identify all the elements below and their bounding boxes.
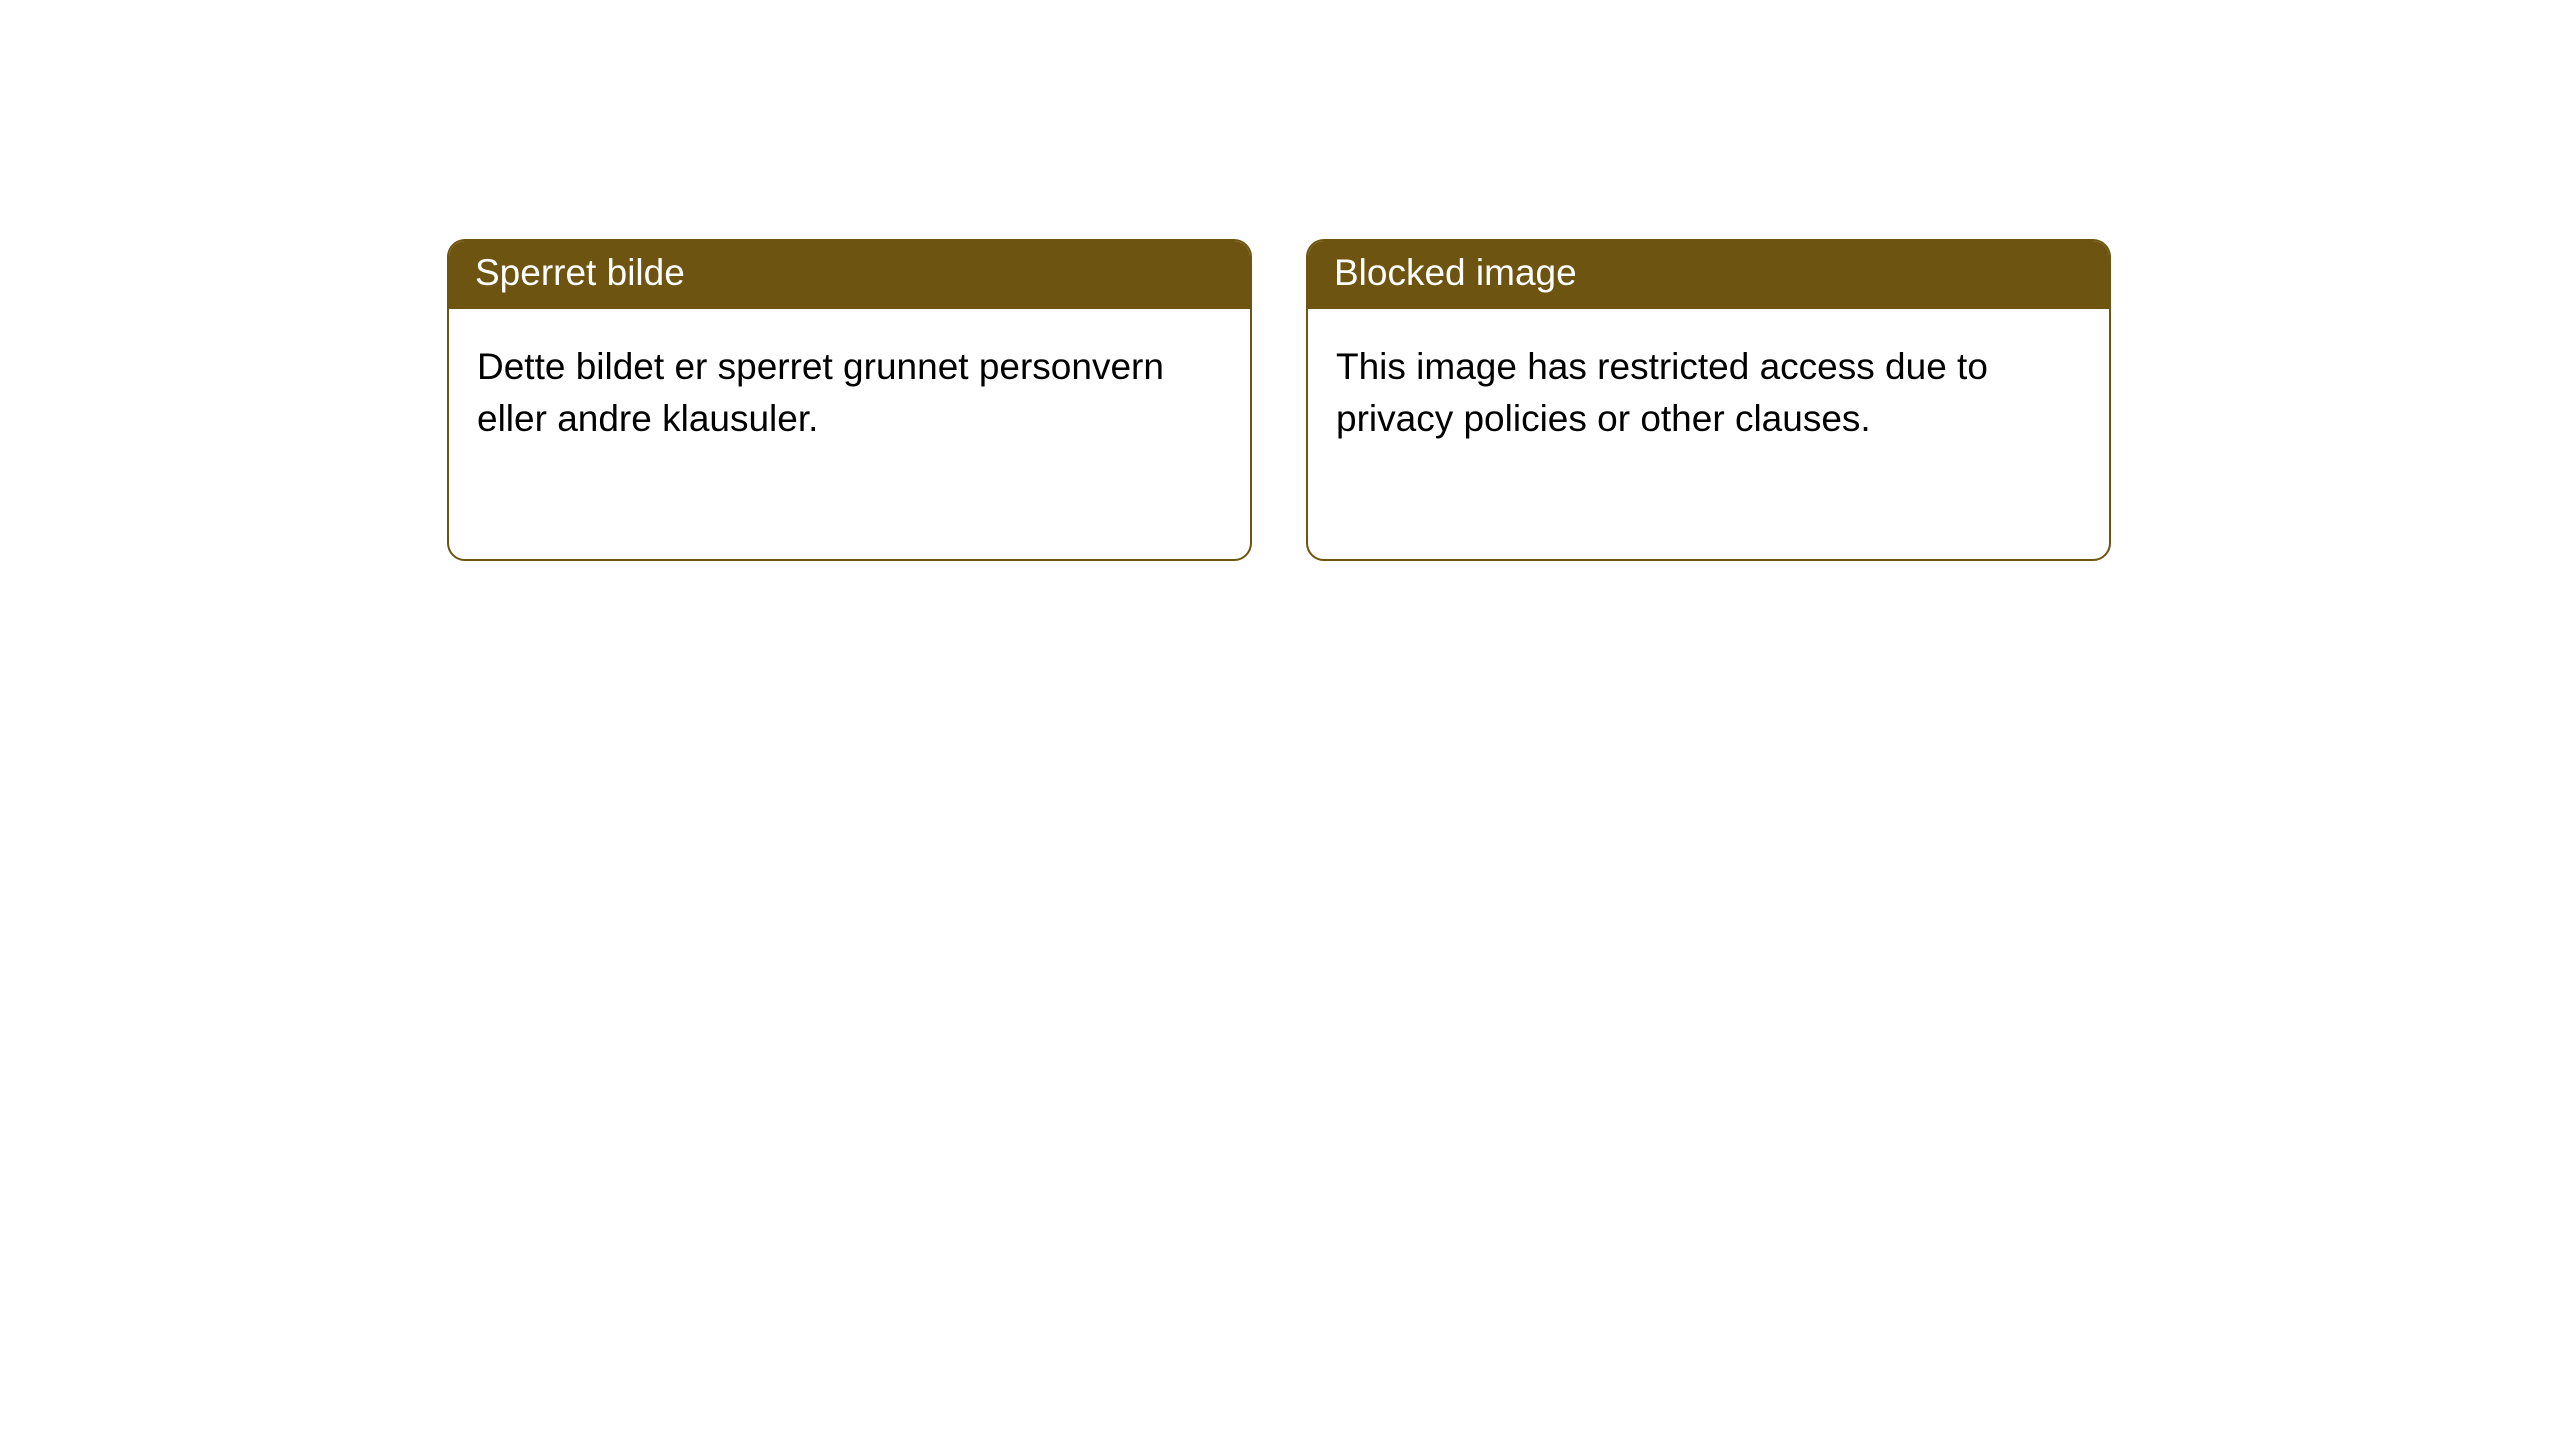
notice-container: Sperret bilde Dette bildet er sperret gr… (447, 239, 2111, 561)
notice-card-norwegian: Sperret bilde Dette bildet er sperret gr… (447, 239, 1252, 561)
notice-title: Sperret bilde (449, 241, 1250, 309)
notice-body: Dette bildet er sperret grunnet personve… (449, 309, 1250, 559)
notice-body: This image has restricted access due to … (1308, 309, 2109, 559)
notice-card-english: Blocked image This image has restricted … (1306, 239, 2111, 561)
notice-title: Blocked image (1308, 241, 2109, 309)
